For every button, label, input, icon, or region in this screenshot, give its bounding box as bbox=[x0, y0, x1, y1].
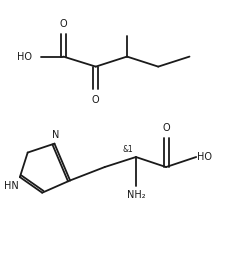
Text: O: O bbox=[92, 94, 100, 104]
Text: HN: HN bbox=[4, 181, 19, 191]
Text: HO: HO bbox=[17, 51, 32, 62]
Text: HO: HO bbox=[197, 152, 212, 162]
Text: O: O bbox=[162, 123, 170, 133]
Text: O: O bbox=[59, 19, 67, 29]
Text: &1: &1 bbox=[123, 145, 134, 154]
Text: NH₂: NH₂ bbox=[127, 190, 145, 200]
Text: N: N bbox=[52, 130, 59, 140]
